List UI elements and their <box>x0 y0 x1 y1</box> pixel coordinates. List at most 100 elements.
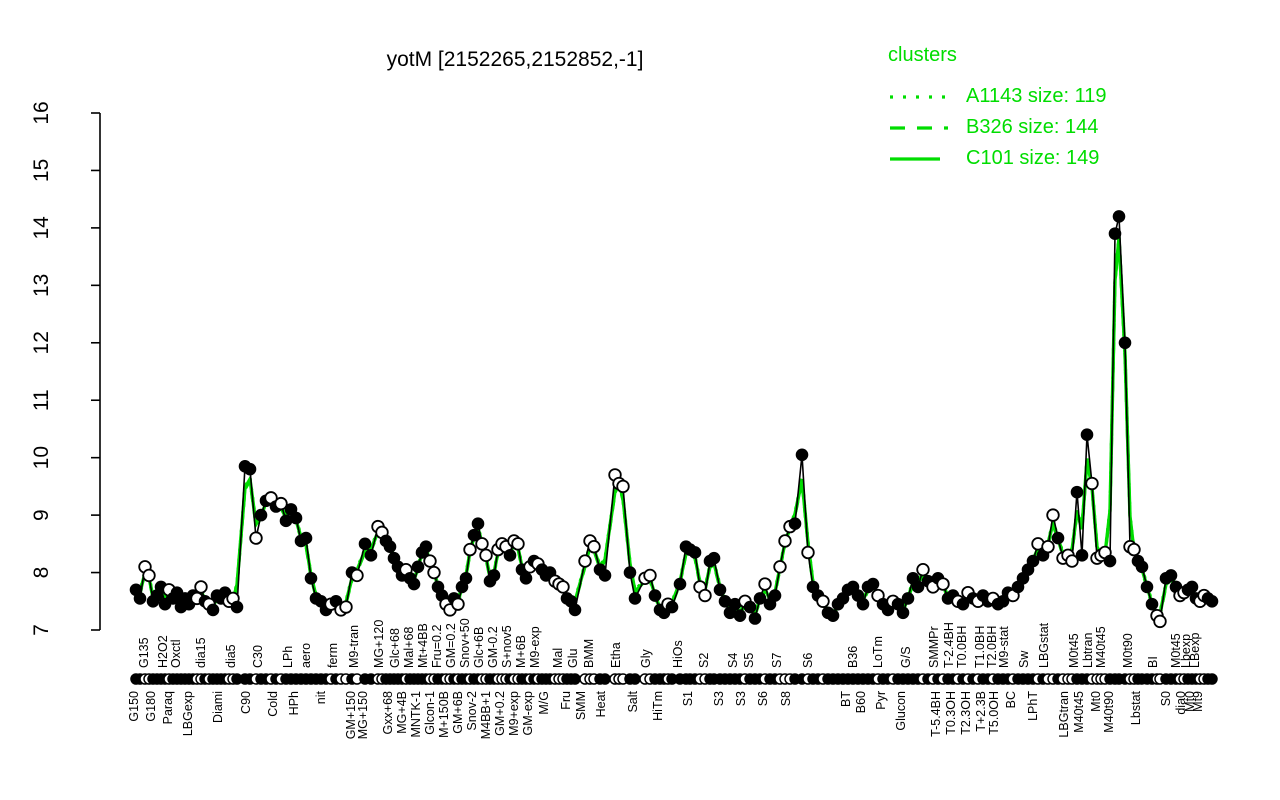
x-label-top: T-2.4BH <box>942 622 956 668</box>
x-label-top: M9-exp <box>528 626 542 668</box>
x-label-bottom: LPhT <box>1026 691 1040 721</box>
x-label-bottom: Mt0 <box>1183 691 1197 712</box>
x-label-top: aero <box>299 643 313 668</box>
x-label-bottom: LBGexp <box>181 691 195 736</box>
axis-strip-point <box>1206 673 1218 685</box>
data-point-filled <box>1108 227 1122 240</box>
data-point-filled <box>665 600 679 614</box>
x-label-top: LPh <box>281 646 295 668</box>
data-point-filled <box>358 537 372 551</box>
x-label-bottom: HPh <box>287 691 301 715</box>
solid-line-icon <box>890 156 940 161</box>
data-point-filled <box>713 583 727 597</box>
x-label-top: S+nov5 <box>500 625 514 668</box>
dotted-line-icon <box>890 94 948 99</box>
data-point-filled <box>1164 569 1178 582</box>
x-label-bottom: BT <box>839 691 853 707</box>
data-point-filled <box>1145 597 1159 611</box>
data-point-filled <box>254 508 268 522</box>
data-point-filled <box>1103 554 1117 568</box>
legend-entry-c101: C101 size: 149 <box>888 143 1106 174</box>
data-point-filled <box>467 528 481 542</box>
x-label-bottom: T2.3OH <box>959 691 973 735</box>
x-label-bottom: T0.3OH <box>944 691 958 735</box>
data-point-open <box>475 537 489 551</box>
data-point-filled <box>299 531 313 545</box>
x-label-bottom: SMM <box>574 691 588 720</box>
x-label-bottom: S6 <box>756 691 770 706</box>
x-label-top: Lbtran <box>1081 633 1095 668</box>
legend-entry-b326: B326 size: 144 <box>888 112 1106 143</box>
x-label-top: S6 <box>801 653 815 668</box>
data-point-filled <box>1070 485 1084 499</box>
data-point-filled <box>768 589 782 602</box>
data-point-open <box>578 554 592 568</box>
x-label-top: Snov+50 <box>458 618 472 668</box>
data-point-filled <box>1026 554 1040 568</box>
legend: clusters A1143 size: 119 B326 size: 144 … <box>888 44 1106 174</box>
x-label-top: MG+120 <box>372 620 386 668</box>
y-tick-label: 9 <box>30 509 53 521</box>
x-label-bottom: S0 <box>1159 691 1173 706</box>
x-label-top: G/S <box>899 646 913 668</box>
data-point-filled <box>383 540 397 554</box>
x-label-bottom: MNTK-1 <box>409 691 423 738</box>
data-point-filled <box>487 569 501 582</box>
data-point-filled <box>1135 560 1149 574</box>
x-label-bottom: S1 <box>681 691 695 706</box>
x-label-bottom: MG+150 <box>356 691 370 739</box>
data-point-filled <box>628 592 642 605</box>
x-label-bottom: LBGtran <box>1057 691 1071 738</box>
x-label-bottom: S3 <box>734 691 748 706</box>
data-point-open <box>479 548 493 563</box>
y-tick-label: 7 <box>30 624 53 636</box>
x-label-bottom: Paraq <box>161 691 175 724</box>
data-point-filled <box>459 572 473 585</box>
x-label-top: dia5 <box>224 644 238 668</box>
x-label-bottom: Diami <box>211 691 225 723</box>
x-label-bottom: Mt9 <box>1191 691 1205 712</box>
chart-title: yotM [2152265,2152852,-1] <box>0 48 1280 72</box>
x-label-top: GM-0.2 <box>486 626 500 668</box>
x-label-top: M9-stat <box>997 626 1011 668</box>
data-point-filled <box>1205 594 1219 608</box>
x-label-bottom: Heat <box>594 690 608 717</box>
cluster-line-solid-c101 <box>135 237 1213 618</box>
data-point-filled <box>788 517 802 531</box>
x-label-bottom: M40t45 <box>1072 691 1086 733</box>
data-point-filled <box>688 546 702 559</box>
data-point-open <box>1065 554 1079 568</box>
x-label-bottom: BC <box>1004 691 1018 708</box>
data-point-open <box>587 540 601 554</box>
data-point-filled <box>896 606 910 620</box>
x-label-top: LBexp <box>1188 633 1202 668</box>
data-point-filled <box>407 577 421 591</box>
x-label-bottom: S8 <box>779 691 793 706</box>
data-point-filled <box>648 589 662 602</box>
data-point-open <box>249 531 263 545</box>
x-label-top: Etha <box>609 642 623 668</box>
data-point-filled <box>289 511 303 525</box>
data-point-open <box>698 588 712 603</box>
data-point-open <box>194 580 208 594</box>
data-point-open <box>1041 540 1055 554</box>
data-point-filled <box>673 577 687 591</box>
y-tick-label: 16 <box>30 101 53 124</box>
legend-label: A1143 size: 119 <box>966 85 1107 107</box>
data-point-filled <box>748 612 762 625</box>
data-point-filled <box>568 603 582 617</box>
data-point-filled <box>1080 428 1094 441</box>
data-point-open <box>643 568 657 583</box>
y-tick-label: 14 <box>30 216 53 240</box>
data-point-filled <box>206 603 220 617</box>
data-point-filled <box>707 551 721 565</box>
data-point-filled <box>866 577 880 591</box>
data-point-open <box>1085 476 1099 491</box>
data-point-open <box>463 542 477 557</box>
data-point-filled <box>733 609 747 622</box>
x-label-bottom: dia0 <box>1174 691 1188 715</box>
y-tick-label: 15 <box>30 159 53 182</box>
x-label-bottom: T5.0OH <box>987 691 1001 735</box>
data-point-open <box>616 479 630 494</box>
